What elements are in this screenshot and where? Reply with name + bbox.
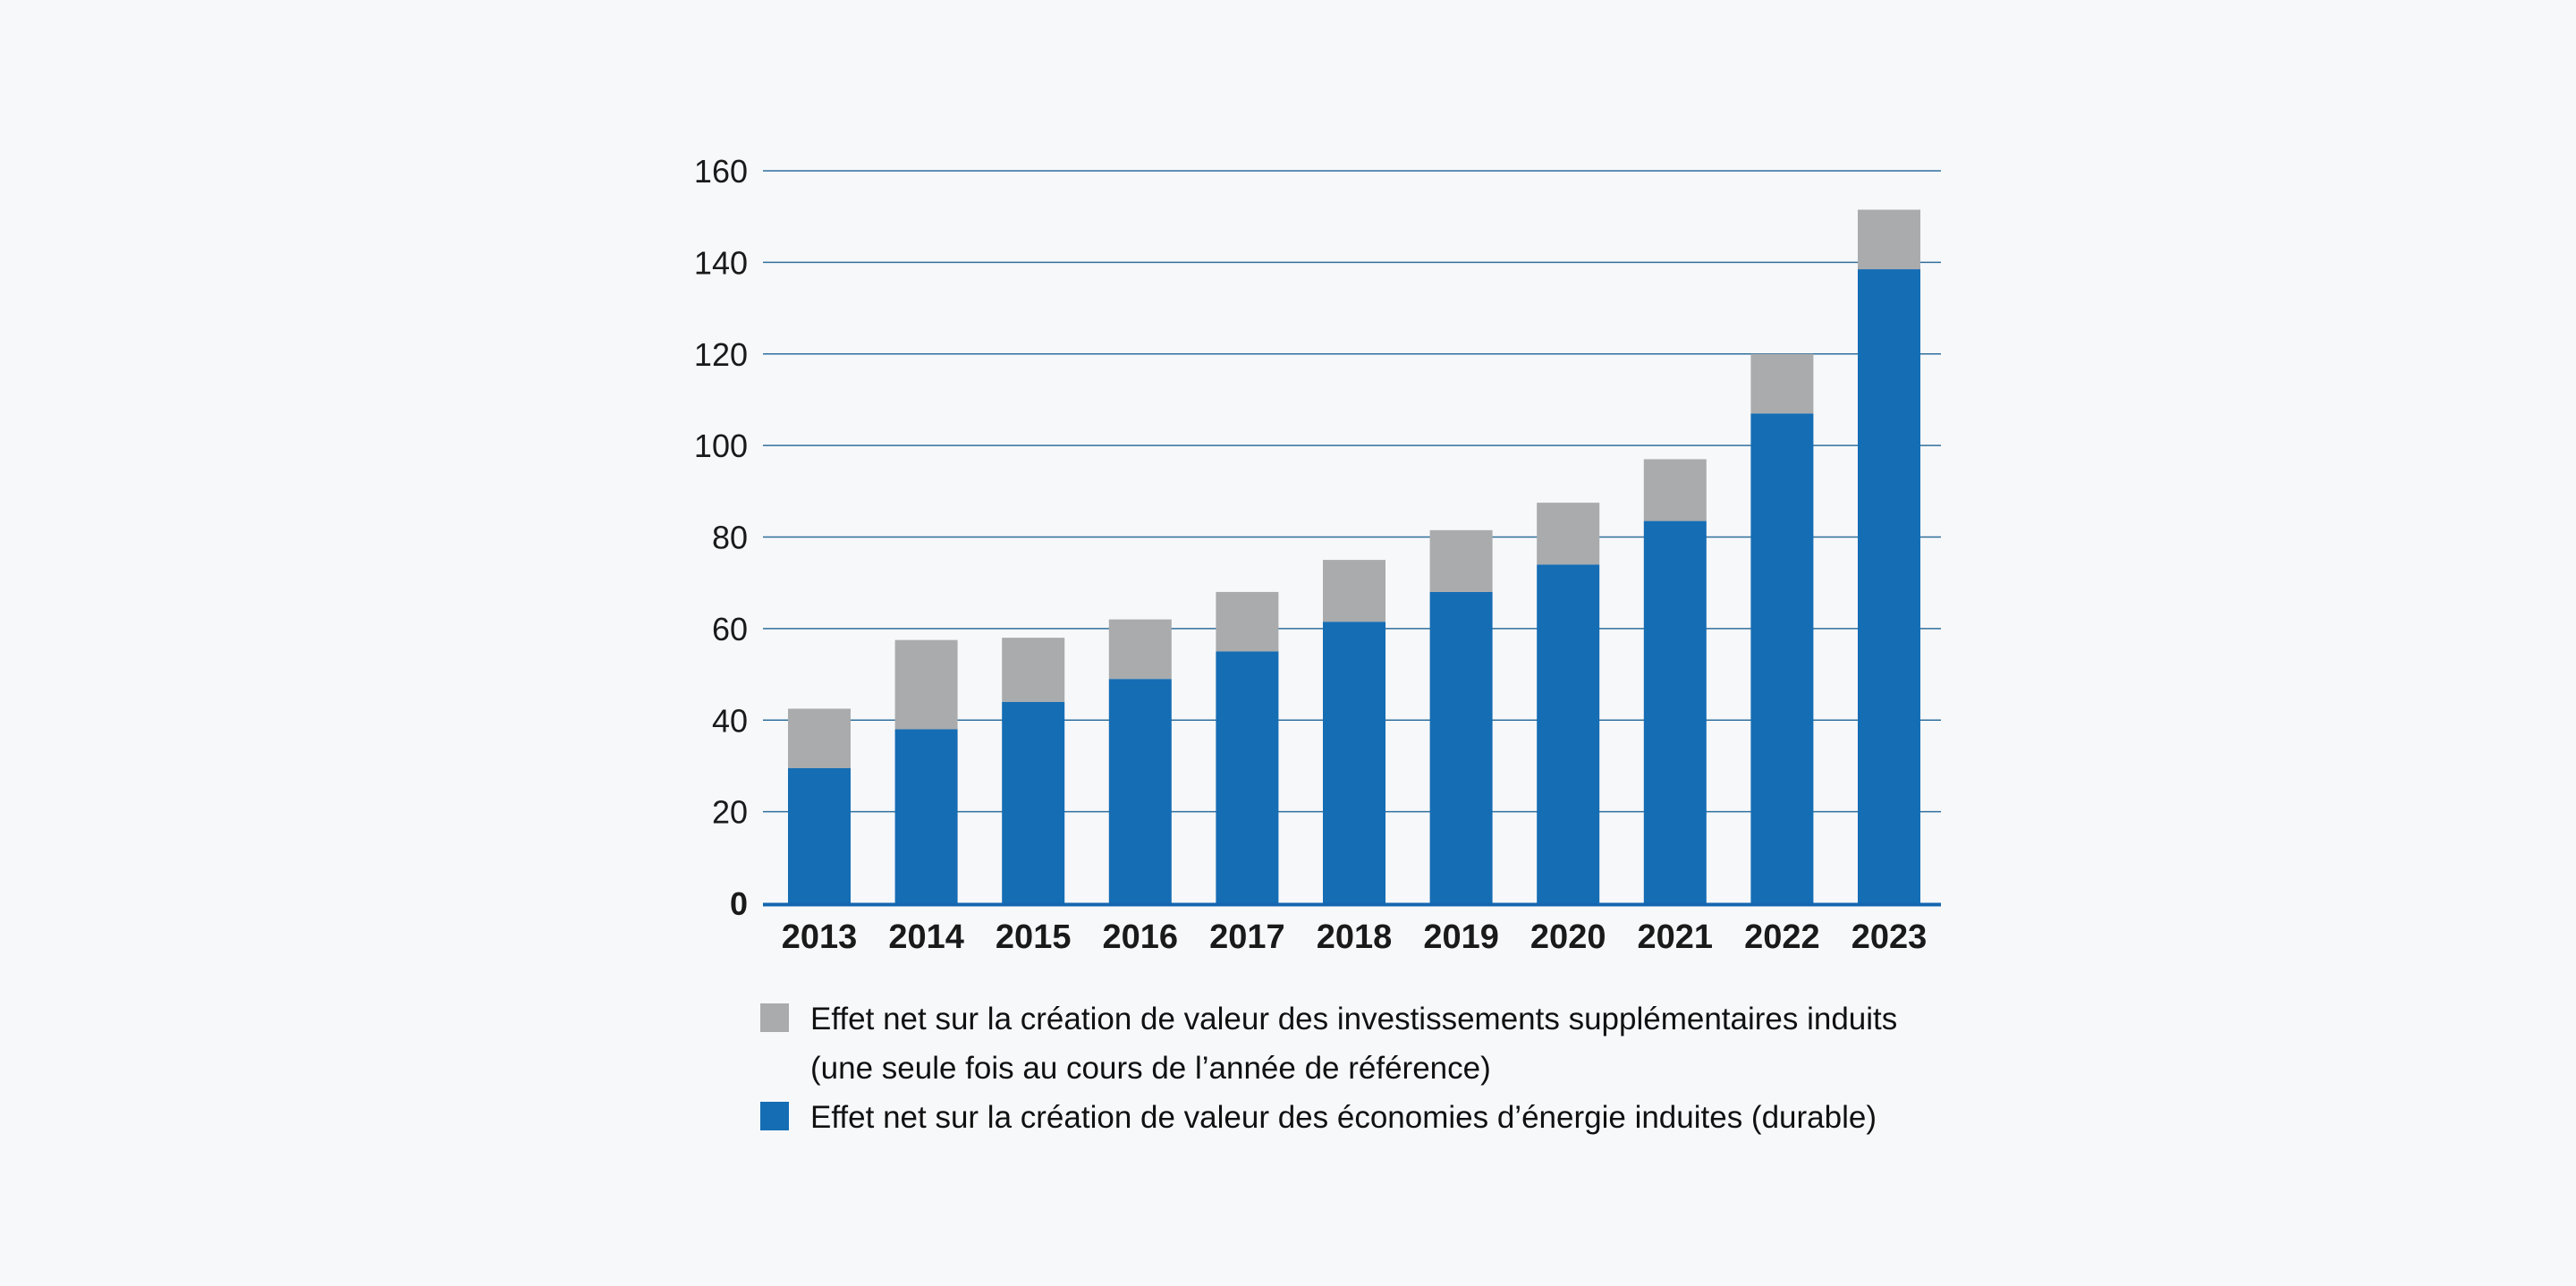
x-tick-label-2022: 2022 (1744, 918, 1820, 956)
y-tick-label-140: 140 (694, 244, 748, 281)
bar-one-time-2014 (894, 639, 958, 730)
bar-durable-2015 (1002, 701, 1065, 903)
bar-durable-2019 (1429, 591, 1493, 903)
bar-one-time-2013 (788, 708, 851, 768)
x-tick-label-2020: 2020 (1530, 918, 1606, 956)
y-tick-label-20: 20 (712, 794, 748, 831)
bar-one-time-2017 (1216, 591, 1279, 652)
bar-one-time-2021 (1643, 459, 1707, 521)
legend-item-durable: Effet net sur la création de valeur des … (760, 1093, 2012, 1142)
bar-durable-2016 (1108, 679, 1172, 903)
x-tick-label-2023: 2023 (1852, 918, 1928, 956)
legend-swatch-durable (760, 1102, 789, 1130)
x-tick-label-2013: 2013 (782, 918, 858, 956)
y-tick-label-80: 80 (712, 520, 748, 556)
bar-one-time-2015 (1002, 638, 1065, 702)
y-tick-label-60: 60 (712, 611, 748, 647)
bar-one-time-2019 (1429, 529, 1493, 592)
y-tick-label-120: 120 (694, 336, 748, 373)
bar-durable-2014 (894, 729, 958, 903)
x-tick-label-2019: 2019 (1423, 918, 1499, 956)
bar-durable-2022 (1750, 413, 1814, 903)
legend: Effet net sur la création de valeur des … (760, 994, 2012, 1142)
y-tick-label-40: 40 (712, 702, 748, 739)
x-tick-label-2014: 2014 (888, 918, 964, 956)
bar-durable-2013 (788, 767, 851, 903)
y-tick-label-160: 160 (694, 153, 748, 190)
x-tick-label-2016: 2016 (1103, 918, 1179, 956)
x-tick-label-2021: 2021 (1638, 918, 1714, 956)
bar-one-time-2016 (1108, 619, 1172, 680)
x-tick-label-2015: 2015 (996, 918, 1072, 956)
x-tick-label-2018: 2018 (1317, 918, 1393, 956)
bar-durable-2020 (1537, 564, 1600, 903)
bar-durable-2021 (1643, 520, 1707, 903)
legend-label-one-time-line2: (une seule fois au cours de l’année de r… (810, 1051, 1491, 1086)
bar-one-time-2022 (1750, 353, 1814, 414)
legend-item-one-time: Effet net sur la création de valeur des … (760, 994, 2012, 1093)
legend-label-one-time-line1: Effet net sur la création de valeur des … (810, 1002, 1898, 1036)
bar-durable-2018 (1323, 622, 1385, 903)
bar-durable-2023 (1858, 269, 1920, 904)
axis-labels: 0 20 40 60 80 100 120 140 160 2013 2014 2015 2016 201… (694, 153, 1927, 956)
bar-one-time-2018 (1323, 560, 1385, 622)
y-tick-label-100: 100 (694, 427, 748, 464)
bar-one-time-2023 (1858, 209, 1920, 270)
bar-durable-2017 (1216, 651, 1279, 903)
legend-swatch-one-time (760, 1003, 789, 1032)
legend-label-durable: Effet net sur la création de valeur des … (810, 1100, 1877, 1135)
bar-one-time-2020 (1537, 503, 1600, 565)
bars (788, 209, 1920, 904)
y-tick-label-0: 0 (730, 885, 748, 922)
x-tick-label-2017: 2017 (1209, 918, 1285, 956)
